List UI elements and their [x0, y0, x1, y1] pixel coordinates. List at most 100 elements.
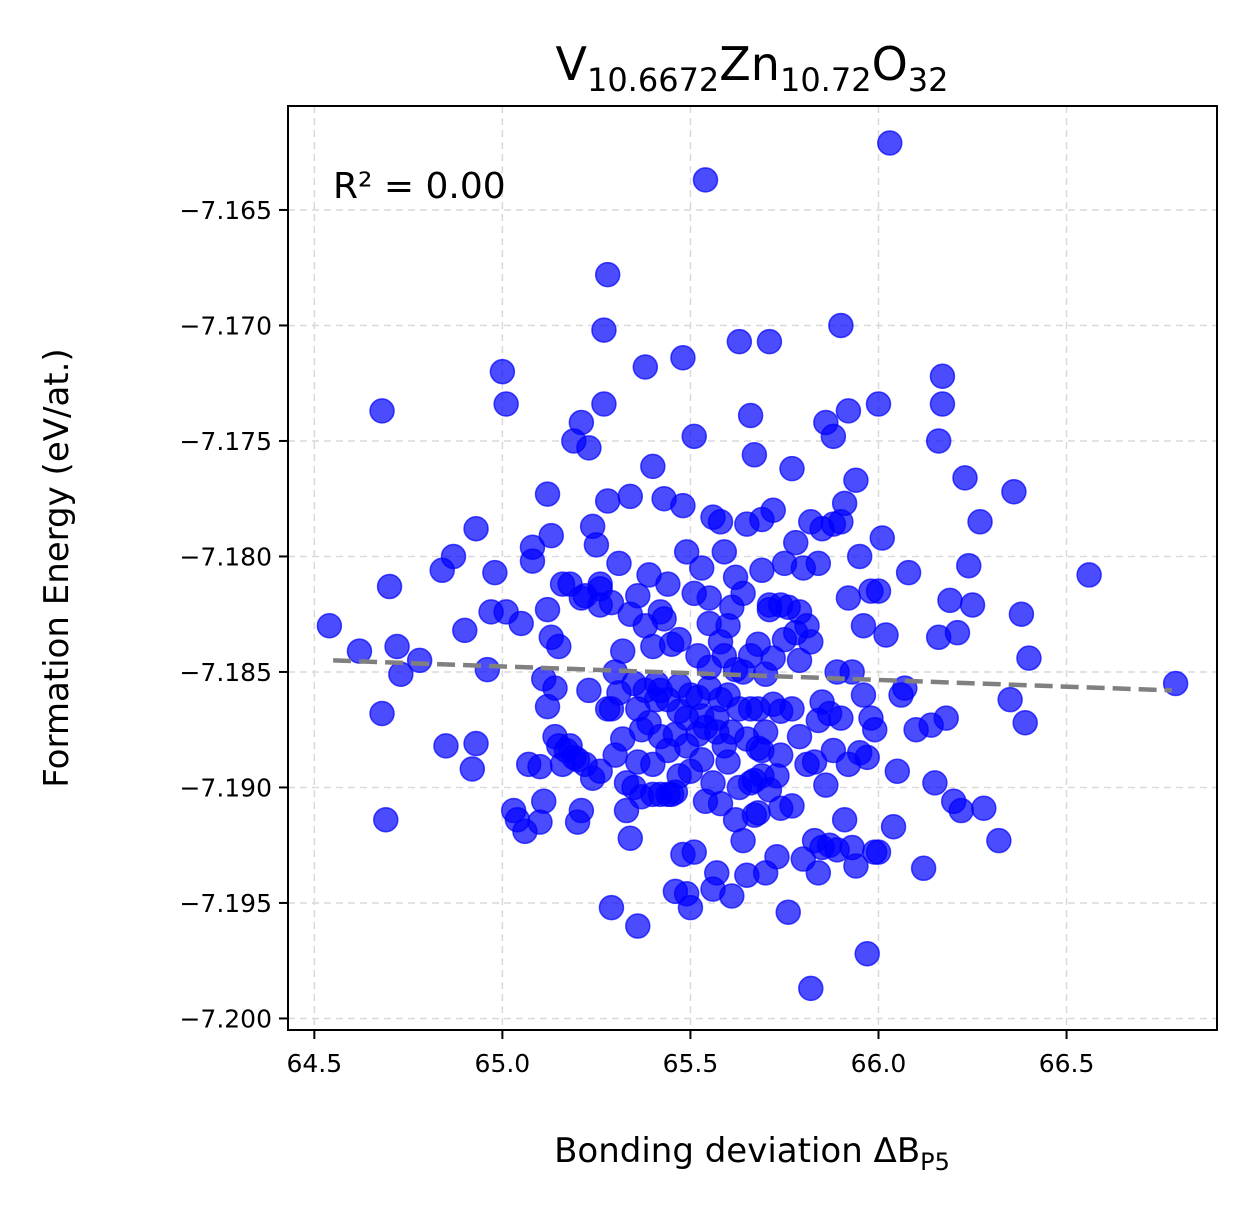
data-point [798, 629, 824, 655]
data-point [384, 633, 410, 660]
data-point [1001, 479, 1027, 505]
title-part-3: 10.72 [780, 61, 872, 99]
data-point [967, 509, 993, 535]
data-point [715, 613, 741, 639]
y-axis-label: Formation Energy (eV/at.) [37, 348, 77, 787]
data-point [726, 328, 753, 355]
data-point [865, 391, 892, 417]
data-point [670, 345, 696, 371]
data-point [677, 894, 704, 921]
data-point [801, 749, 828, 775]
data-point [997, 686, 1023, 713]
data-point [688, 555, 715, 581]
data-point [534, 481, 561, 507]
data-point [798, 975, 824, 1002]
data-point [820, 423, 847, 450]
data-point [452, 617, 478, 644]
data-point [715, 749, 741, 775]
data-point [655, 781, 681, 808]
data-point [828, 705, 854, 731]
y-tick-label: −7.165 [179, 196, 272, 225]
data-point [850, 613, 877, 639]
data-point [666, 626, 692, 653]
y-tick-label: −7.190 [179, 773, 272, 802]
data-point [779, 793, 805, 819]
data-point [617, 825, 644, 852]
data-point [527, 753, 553, 780]
data-point [482, 559, 508, 586]
data-point [895, 559, 922, 586]
data-point [373, 807, 399, 833]
data-point [625, 696, 651, 722]
data-point [764, 763, 790, 789]
data-point [463, 730, 489, 757]
data-point [591, 317, 617, 343]
title-part-5: 32 [908, 61, 949, 99]
data-point [865, 578, 892, 604]
data-point [745, 800, 771, 826]
data-point [568, 797, 595, 824]
data-point [617, 483, 644, 510]
x-axis-label-main: Bonding deviation ΔB [554, 1131, 920, 1171]
data-point [459, 756, 486, 782]
data-point [805, 860, 832, 886]
y-tick-label: −7.185 [179, 658, 272, 687]
data-point [463, 515, 489, 542]
y-tick-label: −7.170 [179, 311, 272, 340]
data-point [873, 622, 899, 648]
data-point [779, 455, 805, 482]
data-point [749, 737, 775, 764]
data-point [813, 772, 839, 798]
data-point [730, 827, 756, 854]
data-point [948, 797, 974, 824]
data-point [704, 860, 730, 886]
data-point [632, 354, 659, 380]
data-point [673, 539, 700, 565]
data-point [730, 580, 756, 607]
data-point [440, 543, 467, 570]
data-point [831, 807, 858, 833]
data-point [786, 723, 813, 750]
data-point [910, 855, 937, 882]
y-tick-label: −7.175 [179, 427, 272, 456]
data-point [531, 788, 557, 815]
data-point [749, 557, 775, 584]
title-part-0: V [555, 37, 587, 91]
fit-line-group [333, 658, 1172, 693]
y-tick-label: −7.180 [179, 542, 272, 571]
data-point [884, 758, 911, 785]
data-point [737, 770, 764, 796]
data-point [489, 358, 516, 385]
data-point [929, 391, 956, 417]
data-point [877, 130, 903, 156]
data-point [937, 587, 963, 614]
data-point [719, 883, 745, 909]
data-point [865, 839, 892, 865]
title-part-1: 10.6672 [587, 61, 719, 99]
y-tick-label: −7.195 [179, 889, 272, 918]
title-part-2: Zn [719, 37, 780, 91]
data-point [835, 398, 862, 424]
data-point [508, 610, 534, 637]
fit-line [333, 658, 1172, 693]
data-points [316, 130, 1189, 1002]
data-point [474, 656, 501, 683]
data-point [756, 596, 783, 623]
data-point [651, 606, 677, 632]
data-point [493, 391, 519, 417]
data-point [971, 795, 997, 821]
data-point [760, 645, 786, 671]
data-point [1008, 601, 1035, 627]
data-point [576, 435, 602, 461]
data-point [850, 682, 877, 708]
data-point [775, 899, 801, 925]
data-point [764, 844, 790, 870]
data-point [835, 585, 862, 611]
data-point [1016, 645, 1042, 671]
chart-title: V10.6672Zn10.72O32 [555, 37, 948, 99]
data-point [846, 543, 873, 570]
data-point [831, 490, 858, 517]
data-point [369, 700, 395, 727]
data-point [696, 585, 722, 611]
